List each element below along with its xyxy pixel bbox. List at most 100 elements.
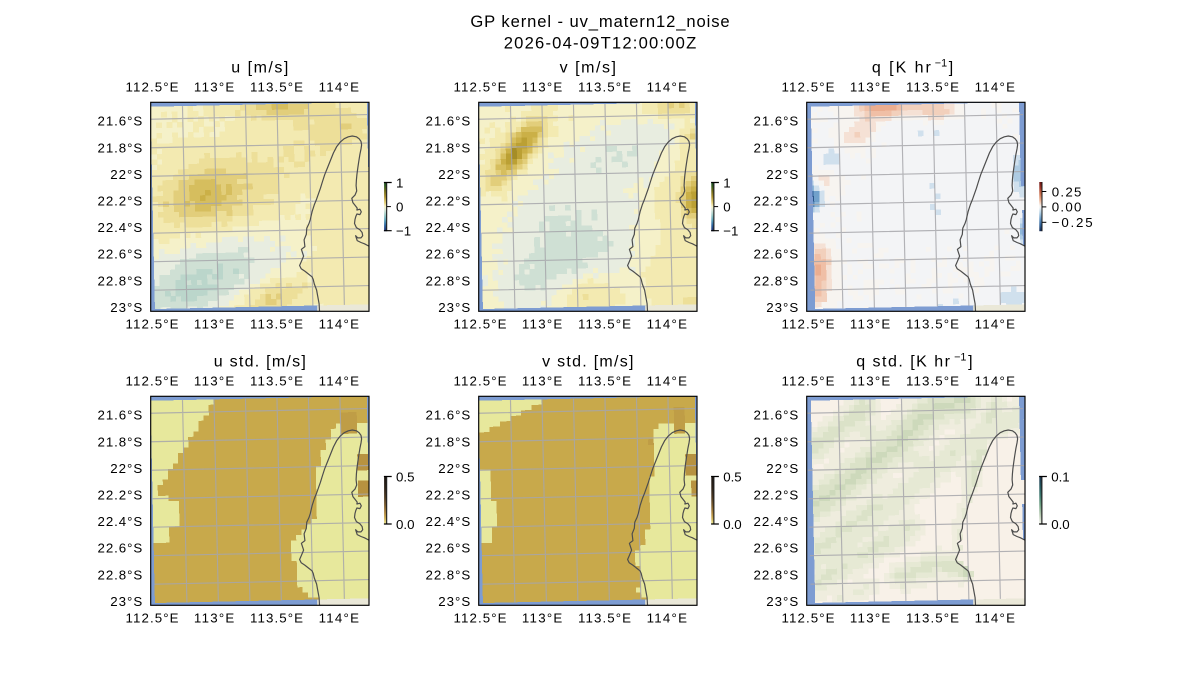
svg-text:113.5°E: 113.5°E [250, 611, 303, 626]
svg-text:22.2°S: 22.2°S [426, 488, 471, 503]
svg-text:112.5°E: 112.5°E [125, 611, 178, 626]
svg-text:113.5°E: 113.5°E [578, 373, 631, 388]
svg-text:v std. [m/s]: v std. [m/s] [542, 354, 633, 371]
svg-text:114°E: 114°E [975, 373, 1016, 388]
svg-text:21.6°S: 21.6°S [426, 408, 471, 423]
svg-text:22.6°S: 22.6°S [754, 247, 799, 262]
svg-text:23°S: 23°S [438, 594, 470, 609]
svg-text:0.00: 0.00 [1052, 200, 1082, 215]
svg-text:0.25: 0.25 [1052, 184, 1082, 199]
svg-text:113°E: 113°E [522, 79, 563, 94]
svg-text:−1: −1 [935, 58, 947, 70]
svg-text:114°E: 114°E [319, 79, 360, 94]
svg-text:113°E: 113°E [850, 317, 891, 332]
svg-text:22.4°S: 22.4°S [98, 220, 143, 235]
svg-text:22.2°S: 22.2°S [98, 488, 143, 503]
svg-text:21.8°S: 21.8°S [98, 140, 143, 155]
svg-text:113°E: 113°E [194, 317, 235, 332]
svg-text:114°E: 114°E [975, 611, 1016, 626]
svg-text:113.5°E: 113.5°E [250, 317, 303, 332]
svg-text:113.5°E: 113.5°E [906, 79, 959, 94]
svg-text:114°E: 114°E [647, 611, 688, 626]
svg-text:0: 0 [723, 199, 730, 214]
svg-text:113°E: 113°E [194, 373, 235, 388]
svg-text:113°E: 113°E [522, 317, 563, 332]
svg-text:112.5°E: 112.5°E [125, 373, 178, 388]
svg-text:114°E: 114°E [647, 373, 688, 388]
svg-text:23°S: 23°S [766, 594, 798, 609]
svg-text:112.5°E: 112.5°E [781, 373, 834, 388]
svg-text:2026-04-09T12:00:00Z: 2026-04-09T12:00:00Z [504, 33, 697, 52]
svg-text:112.5°E: 112.5°E [453, 317, 506, 332]
svg-text:113°E: 113°E [850, 79, 891, 94]
svg-text:22.6°S: 22.6°S [426, 247, 471, 262]
svg-text:22.8°S: 22.8°S [426, 273, 471, 288]
svg-text:21.8°S: 21.8°S [426, 140, 471, 155]
svg-text:113°E: 113°E [522, 373, 563, 388]
svg-text:22.4°S: 22.4°S [754, 220, 799, 235]
svg-text:114°E: 114°E [975, 317, 1016, 332]
svg-text:112.5°E: 112.5°E [453, 79, 506, 94]
svg-text:113.5°E: 113.5°E [906, 317, 959, 332]
svg-text:22.8°S: 22.8°S [98, 273, 143, 288]
svg-text:22°S: 22°S [438, 167, 470, 182]
svg-text:−0.25: −0.25 [1052, 215, 1093, 230]
svg-text:22°S: 22°S [110, 167, 142, 182]
svg-text:22°S: 22°S [110, 461, 142, 476]
svg-text:112.5°E: 112.5°E [125, 79, 178, 94]
svg-text:−1: −1 [396, 224, 411, 239]
svg-text:22.4°S: 22.4°S [426, 514, 471, 529]
svg-text:22.6°S: 22.6°S [426, 541, 471, 556]
svg-text:0: 0 [396, 199, 403, 214]
svg-text:23°S: 23°S [766, 300, 798, 315]
svg-text:113.5°E: 113.5°E [906, 373, 959, 388]
svg-text:21.8°S: 21.8°S [426, 434, 471, 449]
svg-text:1: 1 [723, 175, 730, 190]
svg-text:114°E: 114°E [647, 79, 688, 94]
svg-text:22.6°S: 22.6°S [98, 541, 143, 556]
svg-text:22°S: 22°S [766, 167, 798, 182]
svg-text:112.5°E: 112.5°E [781, 611, 834, 626]
svg-text:22.8°S: 22.8°S [754, 273, 799, 288]
svg-text:112.5°E: 112.5°E [453, 373, 506, 388]
svg-text:21.6°S: 21.6°S [98, 408, 143, 423]
svg-text:22°S: 22°S [438, 461, 470, 476]
svg-text:114°E: 114°E [319, 373, 360, 388]
svg-text:22.2°S: 22.2°S [426, 194, 471, 209]
svg-text:q std. [K hr: q std. [K hr [856, 354, 950, 371]
svg-text:112.5°E: 112.5°E [781, 317, 834, 332]
svg-text:u std. [m/s]: u std. [m/s] [214, 354, 306, 371]
svg-text:113°E: 113°E [850, 373, 891, 388]
svg-text:]: ] [968, 354, 972, 371]
svg-text:0.0: 0.0 [723, 517, 742, 532]
svg-text:22°S: 22°S [766, 461, 798, 476]
svg-text:22.4°S: 22.4°S [426, 220, 471, 235]
svg-text:113°E: 113°E [522, 611, 563, 626]
svg-text:22.4°S: 22.4°S [754, 514, 799, 529]
svg-text:113.5°E: 113.5°E [578, 317, 631, 332]
svg-text:113°E: 113°E [194, 79, 235, 94]
svg-text:21.8°S: 21.8°S [754, 434, 799, 449]
svg-text:114°E: 114°E [319, 611, 360, 626]
svg-text:21.6°S: 21.6°S [754, 114, 799, 129]
svg-text:113.5°E: 113.5°E [906, 611, 959, 626]
svg-text:112.5°E: 112.5°E [453, 611, 506, 626]
svg-text:22.2°S: 22.2°S [98, 194, 143, 209]
svg-text:22.2°S: 22.2°S [754, 194, 799, 209]
svg-text:114°E: 114°E [975, 79, 1016, 94]
svg-text:0.5: 0.5 [723, 469, 742, 484]
svg-text:22.6°S: 22.6°S [754, 541, 799, 556]
svg-text:23°S: 23°S [110, 594, 142, 609]
svg-text:0.5: 0.5 [396, 469, 415, 484]
svg-text:113°E: 113°E [850, 611, 891, 626]
svg-text:22.8°S: 22.8°S [426, 567, 471, 582]
svg-text:21.6°S: 21.6°S [98, 114, 143, 129]
svg-text:23°S: 23°S [438, 300, 470, 315]
svg-text:113°E: 113°E [194, 611, 235, 626]
svg-text:22.2°S: 22.2°S [754, 488, 799, 503]
svg-text:112.5°E: 112.5°E [781, 79, 834, 94]
svg-text:0.0: 0.0 [1051, 517, 1070, 532]
svg-text:q [K hr: q [K hr [872, 60, 932, 77]
svg-text:112.5°E: 112.5°E [125, 317, 178, 332]
svg-text:113.5°E: 113.5°E [250, 373, 303, 388]
